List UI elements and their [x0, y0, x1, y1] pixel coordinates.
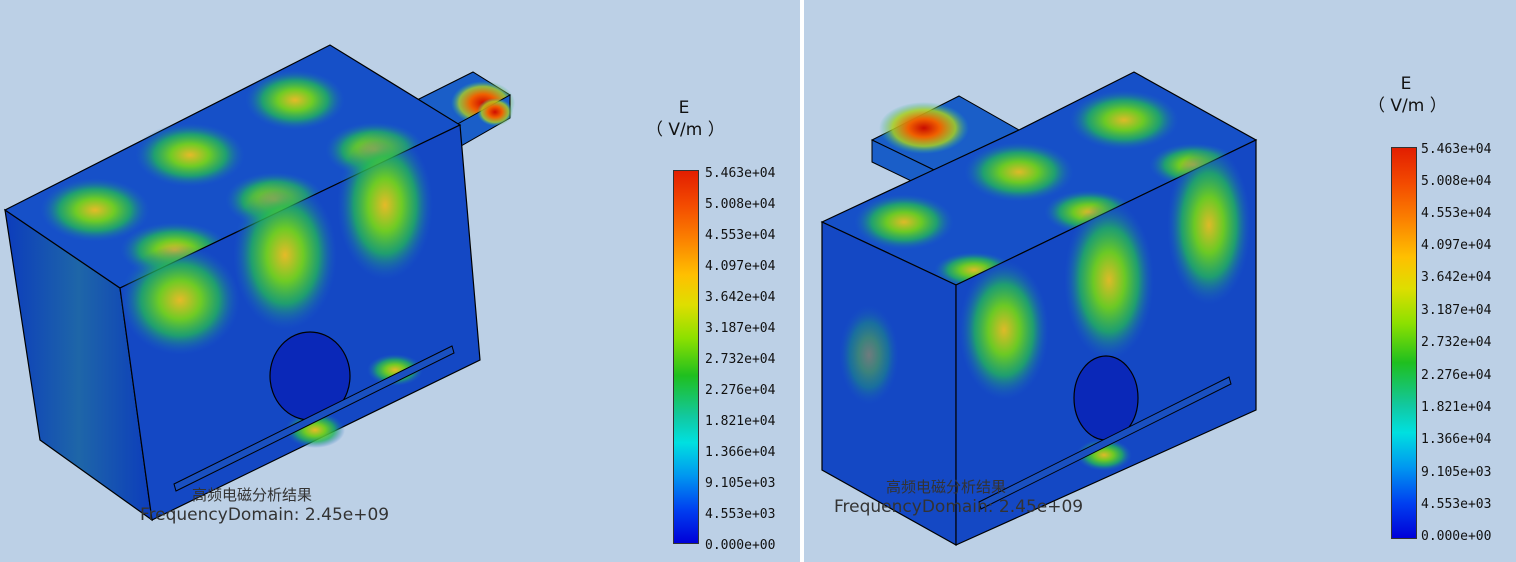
- tick-label: 2.732e+04: [1421, 335, 1492, 350]
- legend-quantity: E: [678, 98, 690, 118]
- front-hotspot: [367, 354, 423, 386]
- front-hotspot: [120, 245, 240, 355]
- tick-label: 1.821e+04: [705, 414, 776, 429]
- result-caption: 高频电磁分析结果 FrequencyDomain: 2.45e+09: [834, 476, 1083, 517]
- waveguide-hotspot: [879, 102, 969, 154]
- color-bar: [673, 170, 699, 544]
- tick-label: 4.553e+03: [705, 507, 776, 522]
- legend-title: E （ V/m ）: [646, 97, 725, 141]
- side-hotspot: [839, 305, 899, 405]
- caption-subtitle: FrequencyDomain: 2.45e+09: [834, 497, 1084, 517]
- front-hotspot: [959, 260, 1049, 400]
- tick-label: 5.008e+04: [1421, 174, 1492, 189]
- tick-label: 0.000e+00: [1421, 529, 1492, 544]
- caption-subtitle: FrequencyDomain: 2.45e+09: [140, 505, 390, 525]
- tick-label: 3.642e+04: [705, 290, 776, 305]
- caption-title: 高频电磁分析结果: [192, 486, 313, 504]
- right-3d-model[interactable]: [804, 0, 1516, 562]
- tick-label: 1.366e+04: [1421, 432, 1492, 447]
- caption-title: 高频电磁分析结果: [886, 478, 1007, 496]
- waveguide-front-hotspot: [477, 98, 513, 126]
- tick-label: 5.463e+04: [1421, 142, 1492, 157]
- front-hotspot: [1064, 200, 1154, 360]
- tick-label: 0.000e+00: [705, 538, 776, 553]
- tick-label: 2.276e+04: [1421, 368, 1492, 383]
- tick-label: 3.187e+04: [705, 321, 776, 336]
- tick-label: 5.008e+04: [705, 197, 776, 212]
- result-caption: 高频电磁分析结果 FrequencyDomain: 2.45e+09: [140, 484, 389, 525]
- front-hotspot: [337, 130, 433, 280]
- top-hotspot: [245, 70, 345, 130]
- front-hotspot: [1167, 145, 1251, 305]
- left-3d-model[interactable]: [0, 0, 800, 562]
- front-hotspot: [233, 180, 337, 330]
- legend-quantity: E: [1400, 74, 1412, 94]
- tick-label: 5.463e+04: [705, 166, 776, 181]
- top-hotspot: [135, 123, 245, 187]
- tick-label: 3.642e+04: [1421, 270, 1492, 285]
- tick-label: 4.553e+04: [1421, 206, 1492, 221]
- left-viewport[interactable]: E （ V/m ） 5.463e+04 5.008e+04 4.553e+04 …: [0, 0, 800, 562]
- right-viewport[interactable]: E （ V/m ） 5.463e+04 5.008e+04 4.553e+04 …: [804, 0, 1516, 562]
- top-hotspot: [964, 142, 1074, 202]
- tick-label: 1.366e+04: [705, 445, 776, 460]
- tick-label: 3.187e+04: [1421, 303, 1492, 318]
- tray-slot: [173, 345, 455, 492]
- tick-label: 4.553e+03: [1421, 497, 1492, 512]
- legend-unit: （ V/m ）: [1368, 96, 1447, 116]
- tick-label: 9.105e+03: [1421, 465, 1492, 480]
- tick-label: 4.097e+04: [1421, 238, 1492, 253]
- tick-label: 2.276e+04: [705, 383, 776, 398]
- top-hotspot: [40, 178, 150, 242]
- color-bar-ticks: 5.463e+04 5.008e+04 4.553e+04 4.097e+04 …: [705, 166, 795, 553]
- legend-unit: （ V/m ）: [646, 120, 725, 140]
- legend-title: E （ V/m ）: [1368, 73, 1447, 117]
- tick-label: 9.105e+03: [705, 476, 776, 491]
- tick-label: 2.732e+04: [705, 352, 776, 367]
- tick-label: 4.553e+04: [705, 228, 776, 243]
- color-bar: [1391, 147, 1417, 539]
- tick-label: 1.821e+04: [1421, 400, 1492, 415]
- tick-label: 4.097e+04: [705, 259, 776, 274]
- top-hotspot: [854, 194, 954, 250]
- color-bar-ticks: 5.463e+04 5.008e+04 4.553e+04 4.097e+04 …: [1421, 142, 1516, 544]
- top-hotspot: [1069, 90, 1179, 150]
- tray-slot: [978, 376, 1232, 510]
